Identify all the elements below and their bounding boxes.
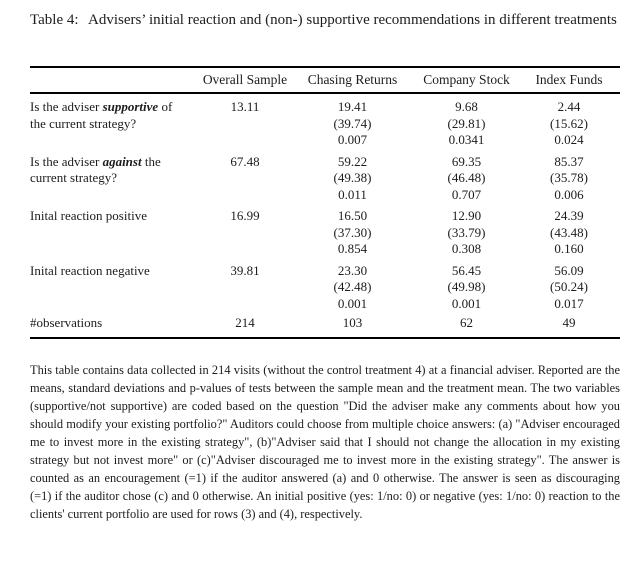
table-row-supportive: Is the adviser supportive of the current… — [30, 93, 620, 149]
observations-value: 103 — [342, 315, 363, 330]
mean-value: 69.35 — [451, 153, 482, 169]
row-label-text: Inital reaction negative — [30, 262, 150, 278]
overall-mean-cell: 13.11 — [200, 93, 290, 149]
treatment-cell: 2.44 (15.62) 0.024 — [518, 93, 620, 149]
observations-value: 62 — [460, 315, 473, 330]
table-caption: Table 4: Advisers’ initial reaction and … — [30, 10, 634, 30]
mean-value: 24.39 — [554, 208, 584, 223]
row-label-emphasis: against — [102, 153, 142, 169]
paper-page: Table 4: Advisers’ initial reaction and … — [0, 10, 634, 567]
sd-value: (50.24) — [550, 279, 588, 294]
treatment-cell: 56.45 (49.98) 0.001 — [415, 258, 518, 313]
row-label: #observations — [30, 315, 103, 330]
mean-value: 9.68 — [455, 99, 478, 114]
column-header-chasing-returns: Chasing Returns — [290, 67, 415, 94]
overall-mean-cell: 39.81 — [200, 258, 290, 313]
row-label: Inital reaction negative — [30, 258, 200, 313]
sd-value: (39.74) — [333, 115, 372, 131]
mean-value: 39.81 — [230, 262, 260, 278]
mean-value: 59.22 — [337, 153, 368, 169]
results-table: Overall Sample Chasing Returns Company S… — [30, 66, 620, 339]
mean-value: 12.90 — [451, 208, 482, 223]
mean-value: 23.30 — [337, 262, 368, 278]
mean-value: 56.09 — [554, 262, 584, 278]
table-row-initial-negative: Inital reaction negative 39.81 23.30 (42… — [30, 258, 620, 313]
mean-value: 2.44 — [557, 99, 581, 114]
sd-value: (49.98) — [447, 279, 486, 294]
column-header-index-funds: Index Funds — [518, 67, 620, 94]
treatment-cell: 9.68 (29.81) 0.0341 — [415, 93, 518, 149]
treatment-cell: 85.37 (35.78) 0.006 — [518, 149, 620, 204]
mean-value: 85.37 — [554, 153, 584, 169]
mean-value: 56.45 — [451, 262, 482, 278]
p-value: 0.854 — [337, 241, 368, 256]
row-label-emphasis: supportive — [102, 99, 159, 114]
sd-value: (35.78) — [550, 170, 588, 185]
observations-value: 214 — [235, 315, 255, 330]
p-value: 0.006 — [554, 186, 584, 202]
treatment-cell: 59.22 (49.38) 0.011 — [290, 149, 415, 204]
table-row-against: Is the adviser against the current strat… — [30, 149, 620, 204]
sd-value: (43.48) — [550, 224, 588, 240]
sd-value: (49.38) — [333, 170, 372, 185]
row-label: Is the adviser supportive of the current… — [30, 93, 200, 149]
overall-mean-cell: 16.99 — [200, 203, 290, 258]
p-value: 0.707 — [451, 186, 482, 202]
table-row-initial-positive: Inital reaction positive 16.99 16.50 (37… — [30, 203, 620, 258]
row-label: Is the adviser against the current strat… — [30, 149, 200, 204]
treatment-cell: 19.41 (39.74) 0.007 — [290, 93, 415, 149]
treatment-cell: 24.39 (43.48) 0.160 — [518, 203, 620, 258]
mean-value: 19.41 — [337, 99, 368, 114]
p-value: 0.308 — [451, 241, 482, 256]
mean-value: 16.99 — [230, 208, 260, 223]
table-notes: This table contains data collected in 21… — [30, 362, 620, 521]
p-value: 0.160 — [554, 241, 584, 256]
sd-value: (29.81) — [447, 115, 486, 131]
sd-value: (46.48) — [447, 170, 486, 185]
observations-row: #observations 214 103 62 49 — [30, 312, 620, 338]
row-label-text: Inital reaction positive — [30, 208, 147, 223]
p-value: 0.001 — [337, 295, 368, 311]
sd-value: (15.62) — [550, 115, 588, 131]
mean-value: 67.48 — [230, 153, 260, 169]
treatment-cell: 23.30 (42.48) 0.001 — [290, 258, 415, 313]
treatment-cell: 12.90 (33.79) 0.308 — [415, 203, 518, 258]
p-value: 0.017 — [554, 295, 584, 311]
p-value: 0.0341 — [448, 132, 485, 147]
row-label-text: of the current strategy? — [30, 99, 173, 131]
p-value: 0.001 — [451, 295, 482, 311]
treatment-cell: 16.50 (37.30) 0.854 — [290, 203, 415, 258]
sd-value: (33.79) — [447, 224, 486, 240]
header-empty-cell — [30, 67, 200, 94]
p-value: 0.007 — [337, 132, 368, 147]
treatment-cell: 69.35 (46.48) 0.707 — [415, 149, 518, 204]
treatment-cell: 56.09 (50.24) 0.017 — [518, 258, 620, 313]
row-label-text: Is the adviser — [30, 153, 103, 169]
overall-mean-cell: 67.48 — [200, 149, 290, 204]
row-label: Inital reaction positive — [30, 203, 200, 258]
table-caption-number: Table 4: — [30, 12, 79, 28]
mean-value: 16.50 — [337, 208, 368, 223]
row-label-text: the current strategy? — [30, 153, 161, 186]
row-label-text: Is the adviser — [30, 99, 103, 114]
sd-value: (37.30) — [333, 224, 372, 240]
mean-value: 13.11 — [230, 99, 260, 114]
header-row: Overall Sample Chasing Returns Company S… — [30, 67, 620, 94]
sd-value: (42.48) — [333, 279, 372, 294]
column-header-company-stock: Company Stock — [415, 67, 518, 94]
observations-value: 49 — [562, 315, 576, 330]
table-caption-title: Advisers’ initial reaction and (non-) su… — [88, 12, 617, 28]
p-value: 0.024 — [554, 132, 584, 147]
p-value: 0.011 — [338, 186, 367, 202]
column-header-overall-sample: Overall Sample — [200, 67, 290, 94]
